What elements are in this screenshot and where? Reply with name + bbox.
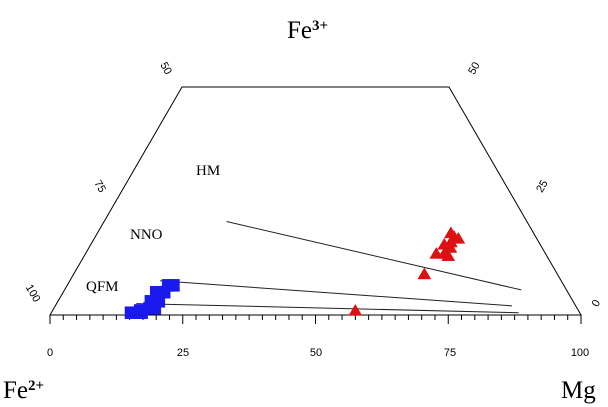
triangle-marker: [348, 303, 363, 316]
bottom-tick-label-0: 0: [47, 347, 53, 359]
buffer-line-hm: [226, 221, 522, 291]
buffer-lines: [136, 221, 522, 314]
triangle-marker: [417, 267, 432, 280]
left-tick-label-100: 100: [23, 283, 43, 305]
tick-marks: [49, 315, 582, 324]
bottom-tick-label-75: 75: [444, 347, 456, 359]
bottom-tick-label-100: 100: [571, 347, 589, 359]
right-tick-label-25: 25: [534, 178, 551, 195]
bottom-tick-label-50: 50: [310, 347, 322, 359]
triangle-marker: [451, 231, 466, 244]
square-marker: [167, 279, 180, 292]
buffer-label-nno: NNO: [130, 227, 163, 243]
square-marker: [135, 306, 148, 319]
apex-label-right: Mg: [561, 377, 596, 404]
triangle-marker: [441, 249, 456, 261]
buffer-line-nno: [160, 280, 513, 307]
left-tick-label-50: 50: [157, 60, 174, 77]
buffer-line-qfm: [136, 303, 519, 314]
triangle-marker: [443, 241, 458, 253]
right-tick-label-0: 0: [590, 298, 603, 309]
buffer-label-qfm: QFM: [86, 279, 119, 295]
apex-label-left: Fe2+: [3, 377, 44, 404]
left-tick-label-75: 75: [91, 178, 108, 195]
square-marker: [148, 301, 162, 315]
data-points: [124, 226, 466, 319]
buffer-label-hm: HM: [196, 163, 220, 179]
right-tick-label-50: 50: [466, 60, 483, 77]
bottom-tick-label-25: 25: [177, 347, 189, 359]
apex-label-top: Fe3+: [287, 17, 328, 44]
trapezoid-frame: [49, 86, 582, 316]
